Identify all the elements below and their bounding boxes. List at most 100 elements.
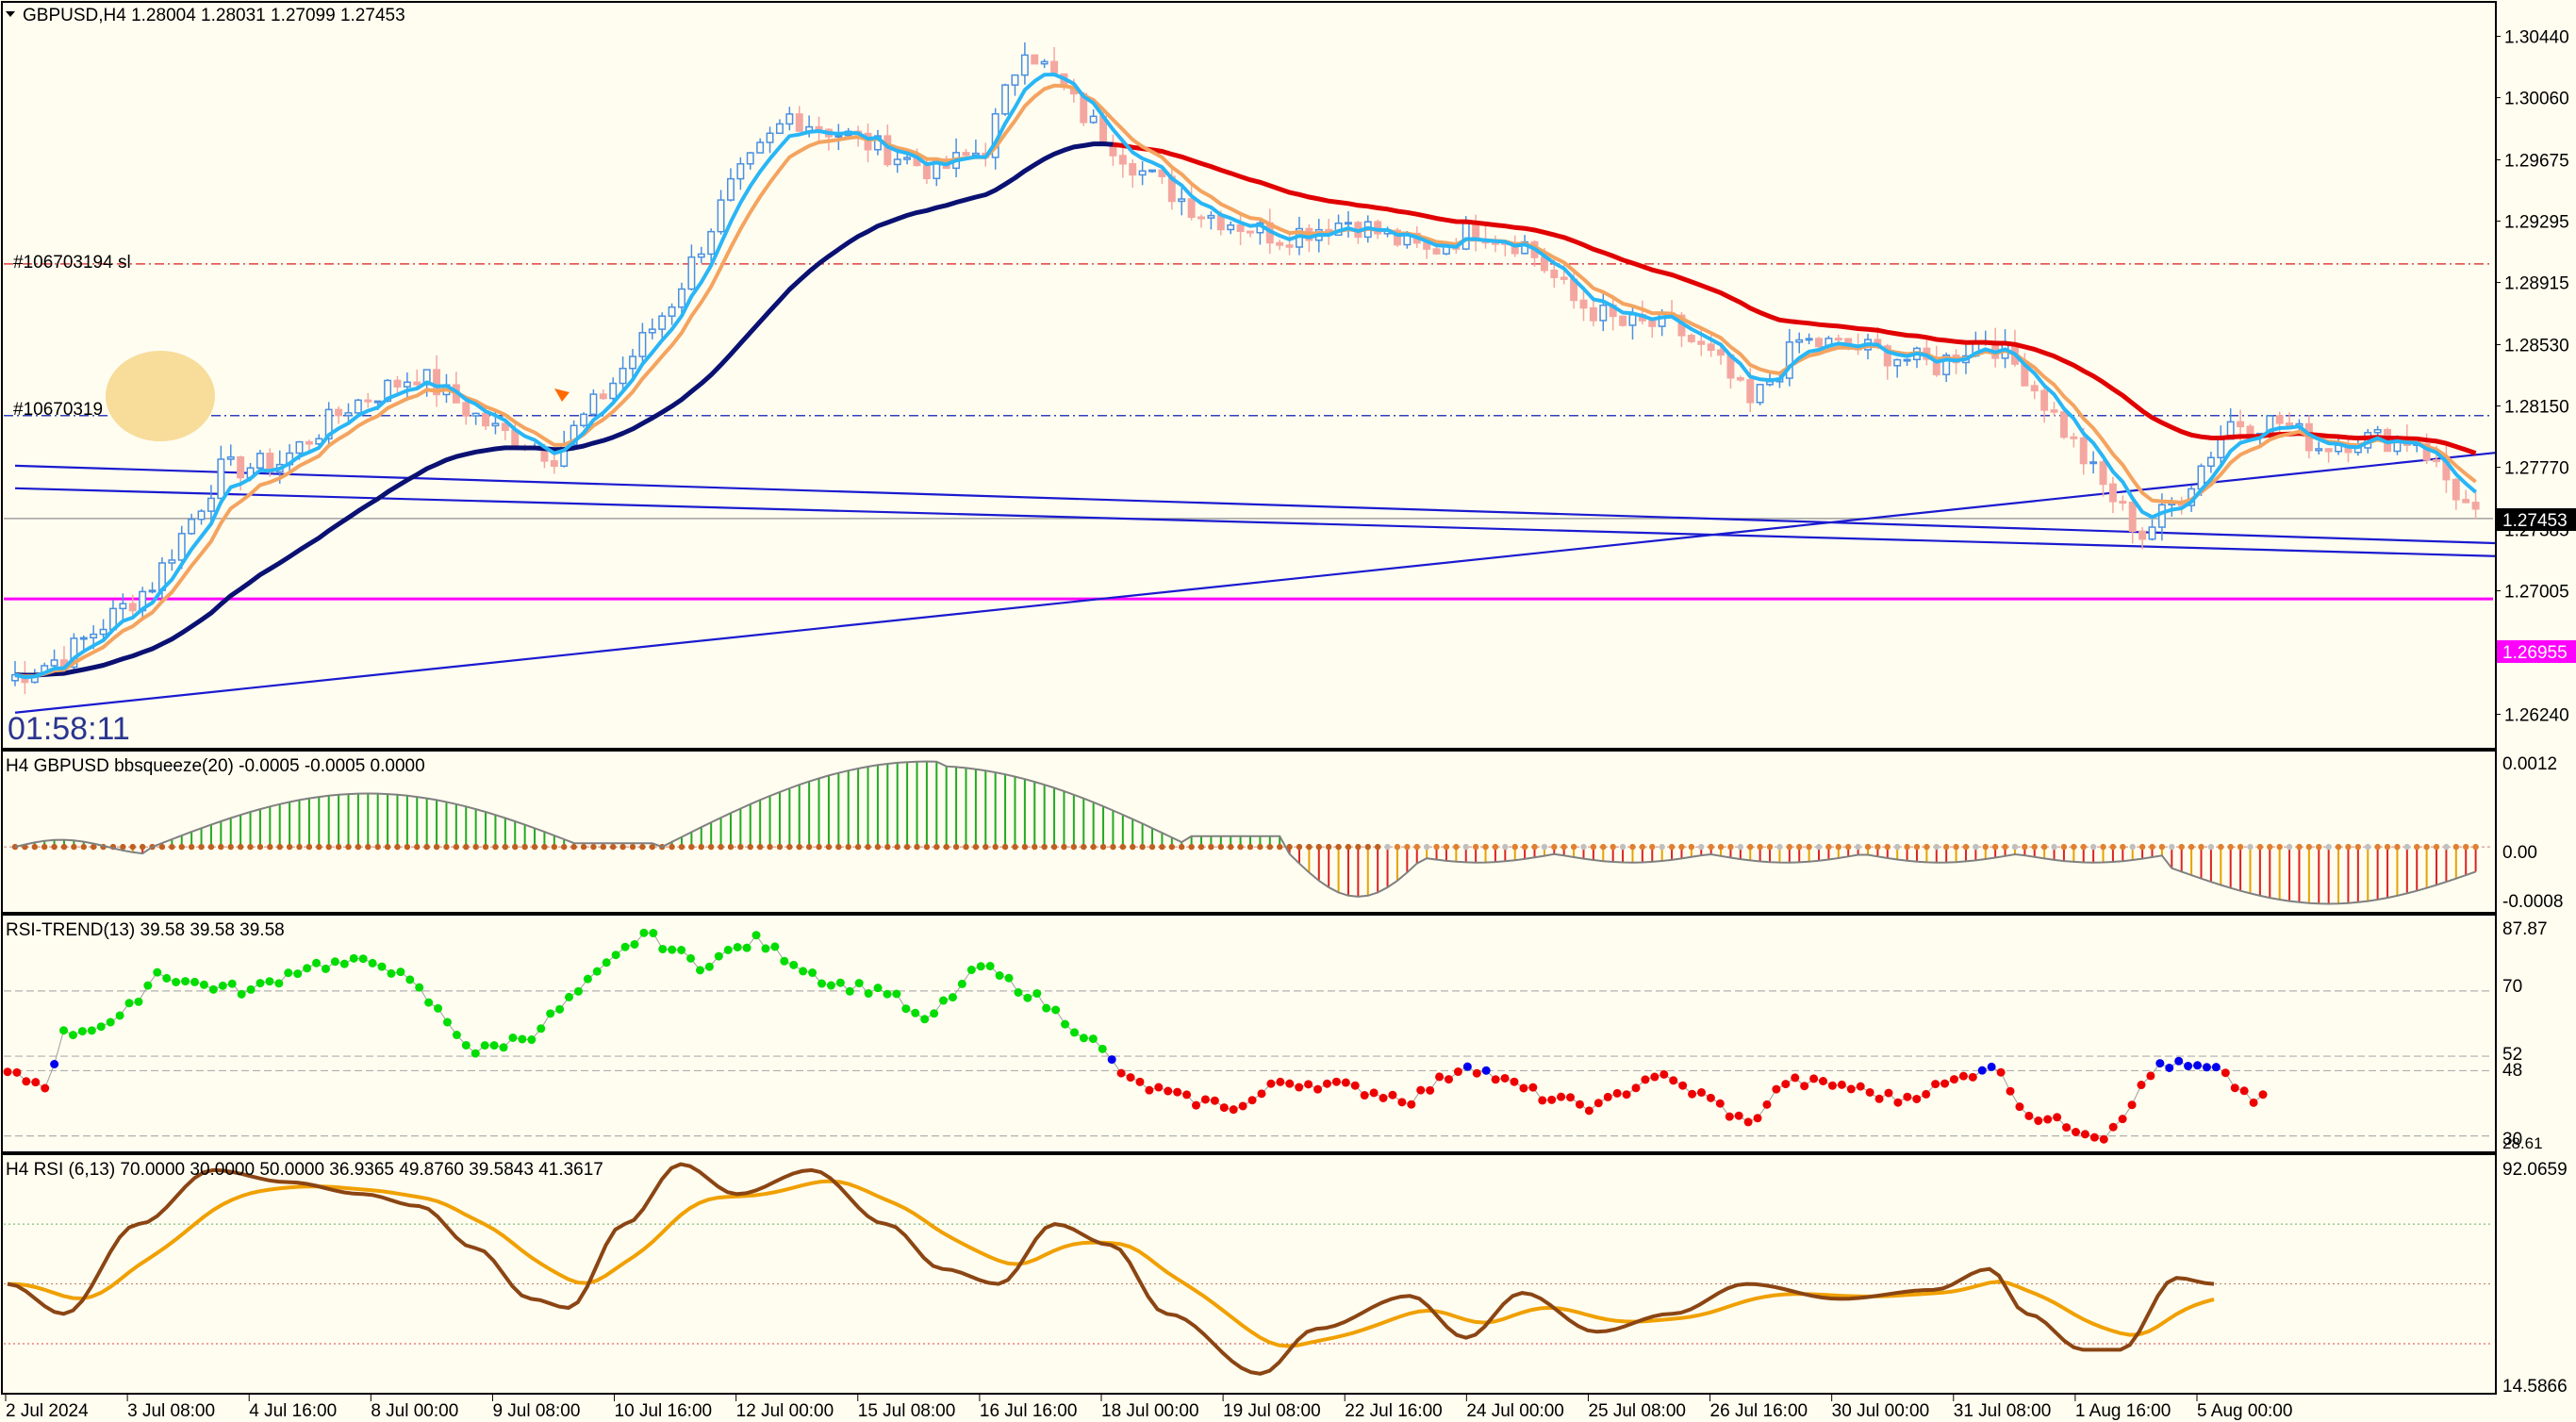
candle-body[interactable] [1216, 214, 1225, 231]
candle-body[interactable] [471, 412, 480, 417]
candle-body[interactable] [2079, 437, 2088, 465]
candle-body[interactable] [717, 199, 725, 233]
candle-body[interactable] [1687, 335, 1695, 342]
candle-body[interactable] [1236, 223, 1245, 233]
candle-body[interactable] [2246, 425, 2254, 436]
candle-body[interactable] [1697, 340, 1706, 345]
candle-body[interactable] [775, 123, 784, 135]
candle-body[interactable] [1903, 358, 1911, 362]
candle-body[interactable] [971, 152, 980, 157]
candle-body[interactable] [1472, 223, 1480, 240]
candle-body[interactable] [217, 458, 225, 500]
candle-body[interactable] [2471, 502, 2480, 510]
candle-body[interactable] [1227, 223, 1235, 231]
candle-body[interactable] [403, 381, 411, 388]
candle-body[interactable] [70, 637, 78, 669]
candle-body[interactable] [1795, 339, 1804, 343]
candle-body[interactable] [2462, 499, 2470, 504]
candle-body[interactable] [1089, 115, 1098, 124]
candle-body[interactable] [433, 369, 441, 396]
squeeze-pane[interactable] [1, 750, 2497, 914]
candle-body[interactable] [1129, 163, 1137, 176]
candle-body[interactable] [658, 315, 667, 330]
candle-body[interactable] [1619, 315, 1627, 326]
main-pane[interactable] [1, 1, 2497, 750]
candle-body[interactable] [962, 152, 970, 157]
candle-body[interactable] [2324, 448, 2333, 453]
candle-body[interactable] [2138, 530, 2147, 540]
candle-body[interactable] [1040, 60, 1049, 65]
candle-body[interactable] [766, 132, 774, 143]
candle-body[interactable] [462, 402, 471, 417]
candle-body[interactable] [413, 381, 421, 386]
candle-body[interactable] [90, 633, 98, 639]
candle-body[interactable] [373, 400, 382, 404]
candle-body[interactable] [1628, 314, 1637, 326]
rsi-trend-pane[interactable] [1, 914, 2497, 1153]
order-sl-label[interactable]: #106703194 sl [13, 253, 131, 273]
candle-body[interactable] [148, 589, 157, 593]
candle-body[interactable] [570, 424, 578, 446]
candle-body[interactable] [1197, 216, 1205, 220]
candle-body[interactable] [1893, 358, 1902, 367]
candle-body[interactable] [550, 460, 558, 468]
candle-body[interactable] [324, 408, 333, 439]
candle-body[interactable] [638, 332, 647, 357]
candle-body[interactable] [668, 306, 676, 317]
candle-body[interactable] [1707, 343, 1715, 352]
candle-body[interactable] [678, 288, 685, 308]
candle-body[interactable] [335, 408, 343, 417]
candle-body[interactable] [1746, 379, 1755, 404]
candle-body[interactable] [1766, 381, 1775, 386]
candle-body[interactable] [599, 393, 607, 400]
ascending-line[interactable] [14, 452, 2496, 714]
candle-body[interactable] [815, 125, 823, 131]
candle-body[interactable] [1942, 354, 1951, 375]
candle-body[interactable] [188, 518, 196, 535]
candle-body[interactable] [422, 369, 431, 386]
candle-body[interactable] [2030, 385, 2039, 392]
candle-body[interactable] [2050, 409, 2058, 413]
candle-body[interactable] [1050, 60, 1059, 75]
candle-body[interactable] [726, 177, 735, 201]
candle-body[interactable] [2206, 456, 2215, 468]
candle-body[interactable] [256, 453, 264, 469]
candle-body[interactable] [128, 603, 137, 612]
candle-body[interactable] [1560, 276, 1568, 280]
candle-body[interactable] [1736, 377, 1744, 381]
candle-body[interactable] [629, 356, 636, 370]
candle-body[interactable] [746, 152, 754, 165]
candle-body[interactable] [2422, 442, 2431, 461]
candle-body[interactable] [922, 164, 931, 180]
candle-body[interactable] [364, 399, 372, 403]
candle-body[interactable] [1148, 169, 1157, 173]
candle-body[interactable] [1031, 54, 1039, 65]
candle-body[interactable] [1599, 304, 1608, 322]
candle-body[interactable] [1717, 349, 1726, 356]
candle-body[interactable] [580, 413, 587, 426]
candle-body[interactable] [50, 659, 58, 667]
candle-body[interactable] [1589, 306, 1597, 322]
candle-body[interactable] [1815, 338, 1823, 348]
candle-body[interactable] [697, 253, 705, 258]
candle-body[interactable] [736, 163, 745, 180]
candle-body[interactable] [11, 673, 19, 682]
candle-body[interactable] [2275, 415, 2284, 424]
candle-body[interactable] [1834, 338, 1842, 341]
candle-body[interactable] [2157, 504, 2166, 528]
candle-body[interactable] [2119, 501, 2127, 504]
candle-body[interactable] [1805, 338, 1813, 341]
candle-body[interactable] [619, 367, 627, 385]
candle-body[interactable] [893, 158, 901, 166]
candle-body[interactable] [197, 510, 206, 521]
descending-line-2[interactable] [14, 487, 2496, 557]
candle-body[interactable] [1579, 299, 1588, 309]
candle-body[interactable] [1207, 214, 1215, 219]
candle-body[interactable] [2128, 501, 2137, 533]
candle-body[interactable] [2099, 461, 2107, 486]
candle-body[interactable] [99, 628, 107, 636]
candle-body[interactable] [501, 422, 509, 432]
candle-body[interactable] [2452, 478, 2460, 501]
candle-body[interactable] [2237, 421, 2245, 428]
candle-body[interactable] [119, 603, 127, 610]
